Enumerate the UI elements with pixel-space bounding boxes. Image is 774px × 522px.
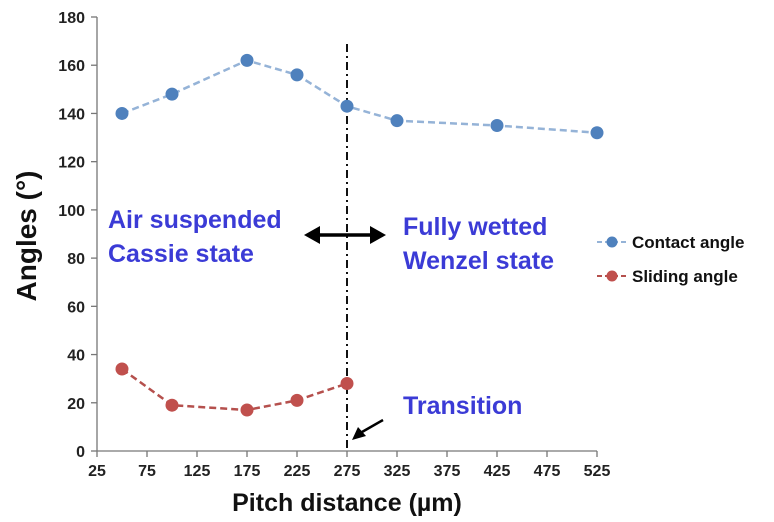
data-point-contact-angle: [241, 54, 254, 67]
data-point-contact-angle: [491, 119, 504, 132]
cassie-state-line1: Air suspended: [108, 206, 282, 234]
y-ticks: 0 20 40 60 80 100 120 140 160 180: [58, 10, 97, 461]
y-tick-label: 140: [58, 106, 85, 123]
legend-item-contact-angle: Contact angle: [597, 233, 744, 252]
y-tick-label: 120: [58, 155, 85, 172]
data-point-contact-angle: [341, 100, 354, 113]
series-line-sliding-angle: [122, 369, 347, 410]
y-tick-label: 180: [58, 10, 85, 27]
cassie-state-line2: Cassie state: [108, 240, 254, 268]
y-tick-label: 160: [58, 58, 85, 75]
data-point-contact-angle: [391, 114, 404, 127]
y-tick-label: 40: [67, 348, 85, 365]
data-point-sliding-angle: [291, 394, 304, 407]
y-tick-label: 80: [67, 251, 85, 268]
series-line-contact-angle: [122, 60, 597, 132]
legend: Contact angle Sliding angle: [597, 233, 744, 286]
legend-marker-contact-angle: [607, 237, 618, 248]
y-tick-label: 100: [58, 203, 85, 220]
legend-marker-sliding-angle: [607, 271, 618, 282]
series-contact-angle: [116, 54, 604, 139]
x-tick-label: 275: [334, 463, 361, 480]
wenzel-state-line1: Fully wetted: [403, 213, 547, 241]
x-tick-label: 475: [534, 463, 561, 480]
series-sliding-angle: [116, 363, 354, 417]
x-tick-label: 125: [184, 463, 211, 480]
y-axis-title: Angles (°): [11, 171, 42, 302]
x-tick-label: 425: [484, 463, 511, 480]
state-double-arrow: [304, 226, 386, 244]
x-tick-label: 525: [584, 463, 611, 480]
x-tick-label: 325: [384, 463, 411, 480]
data-point-sliding-angle: [116, 363, 129, 376]
x-ticks: 25 75 125 175 225 275 325 375 425 475 525: [88, 451, 610, 480]
legend-label-sliding-angle: Sliding angle: [632, 267, 738, 286]
data-point-contact-angle: [166, 88, 179, 101]
legend-item-sliding-angle: Sliding angle: [597, 267, 738, 286]
legend-label-contact-angle: Contact angle: [632, 233, 744, 252]
x-axis-title: Pitch distance (µm): [232, 489, 462, 517]
data-point-contact-angle: [116, 107, 129, 120]
data-point-sliding-angle: [341, 377, 354, 390]
wenzel-state-line2: Wenzel state: [403, 247, 554, 275]
x-tick-label: 75: [138, 463, 156, 480]
transition-label: Transition: [403, 392, 522, 420]
y-tick-label: 20: [67, 396, 85, 413]
x-tick-label: 175: [234, 463, 261, 480]
data-point-sliding-angle: [166, 399, 179, 412]
x-tick-label: 375: [434, 463, 461, 480]
transition-arrow: [352, 420, 383, 440]
y-tick-label: 60: [67, 299, 85, 316]
x-tick-label: 25: [88, 463, 106, 480]
y-tick-label: 0: [76, 444, 85, 461]
data-point-contact-angle: [291, 68, 304, 81]
data-point-contact-angle: [591, 126, 604, 139]
data-point-sliding-angle: [241, 404, 254, 417]
x-tick-label: 225: [284, 463, 311, 480]
